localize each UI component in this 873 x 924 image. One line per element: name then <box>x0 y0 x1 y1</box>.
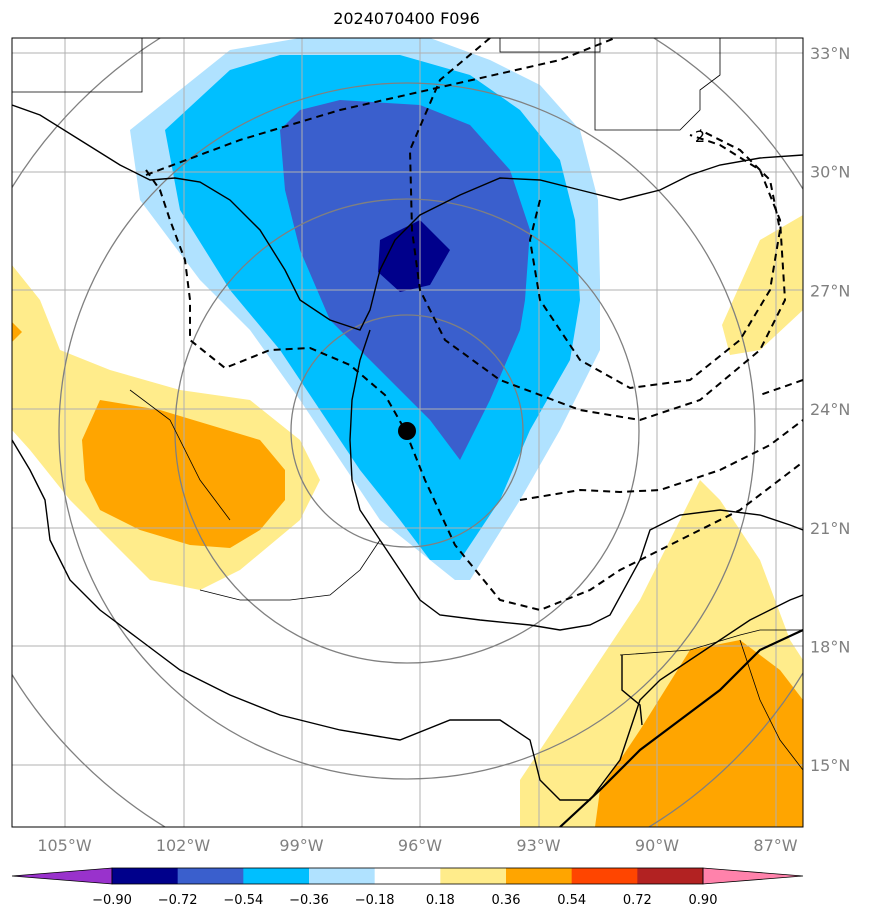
lon-label-1: 102°W <box>156 836 211 855</box>
map-title: 2024070400 F096 <box>333 9 480 28</box>
shade-yellow-east <box>722 215 803 355</box>
colorbar-tick-label-2: −0.54 <box>223 893 263 908</box>
colorbar-tick-label-5: 0.18 <box>426 893 455 908</box>
lon-label-3: 96°W <box>398 836 442 855</box>
colorbar-extend-high <box>702 867 804 885</box>
shade-orange-se <box>595 640 803 827</box>
colorbar-tick-label-3: −0.36 <box>289 893 329 908</box>
contour-label: 2 <box>695 127 705 146</box>
colorbar-tick-label-7: 0.54 <box>557 893 586 908</box>
lat-label-6: 15°N <box>810 756 850 775</box>
range-rings <box>12 38 803 827</box>
shade-orange-edge <box>12 322 22 342</box>
lat-label-5: 18°N <box>810 638 850 657</box>
shade-navy <box>378 220 450 292</box>
dashed-contours <box>145 38 803 612</box>
colorbar-segment-5 <box>440 868 507 884</box>
grid-lines <box>12 38 803 827</box>
lon-label-0: 105°W <box>37 836 92 855</box>
lon-label-4: 93°W <box>516 836 560 855</box>
lat-label-3: 24°N <box>810 400 850 419</box>
colorbar-tick-label-8: 0.72 <box>623 893 652 908</box>
lat-label-4: 21°N <box>810 519 850 538</box>
colorbar-tick-label-0: −0.90 <box>92 893 132 908</box>
lat-label-0: 33°N <box>810 44 850 63</box>
colorbar-segment-6 <box>506 868 573 884</box>
colorbar-segment-8 <box>637 868 704 884</box>
colorbar-tick-label-9: 0.90 <box>689 893 718 908</box>
colorbar-segment-3 <box>309 868 376 884</box>
colorbar-segment-2 <box>243 868 310 884</box>
lon-label-5: 90°W <box>635 836 679 855</box>
lat-label-2: 27°N <box>810 281 850 300</box>
colorbar-extend-low <box>11 867 113 885</box>
colorbar: −0.90 −0.72 −0.54 −0.36 −0.18 0.18 0.36 0.54 0.7… <box>11 867 804 908</box>
storm-center-marker <box>398 422 416 440</box>
longitude-labels: 105°W 102°W 99°W 96°W 93°W 90°W 87°W <box>37 836 797 855</box>
map-frame <box>11 37 804 828</box>
colorbar-segment-4 <box>374 868 441 884</box>
coastlines <box>12 104 803 827</box>
lat-label-1: 30°N <box>810 163 850 182</box>
borders <box>12 38 803 771</box>
colorbar-segment-0 <box>112 868 179 884</box>
latitude-labels: 33°N 30°N 27°N 24°N 21°N 18°N 15°N <box>810 44 850 775</box>
colorbar-tick-label-1: −0.72 <box>158 893 198 908</box>
lon-label-2: 99°W <box>279 836 323 855</box>
colorbar-segment-1 <box>177 868 244 884</box>
lon-label-6: 87°W <box>753 836 797 855</box>
map-panel <box>12 38 803 827</box>
shading-layer <box>12 38 803 827</box>
colorbar-frame <box>111 867 704 885</box>
colorbar-segment-7 <box>571 868 638 884</box>
colorbar-tick-label-4: −0.18 <box>355 893 395 908</box>
colorbar-tick-label-6: 0.36 <box>492 893 521 908</box>
